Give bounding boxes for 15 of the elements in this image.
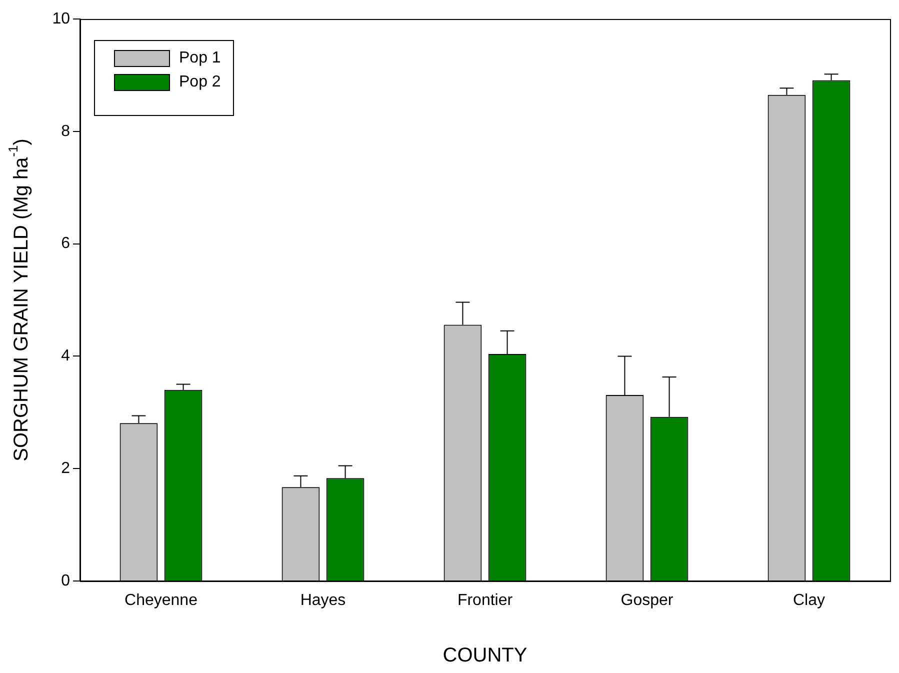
y-tick-label: 0 [61, 572, 70, 590]
y-tick-label: 10 [52, 10, 70, 28]
x-tick-label: Hayes [300, 592, 346, 610]
x-axis-title: COUNTY [442, 644, 528, 667]
y-tick-label: 4 [61, 348, 70, 365]
x-tick-label: Gosper [620, 592, 674, 610]
x-tick-label: Clay [792, 592, 826, 610]
legend-label: Pop 2 [179, 73, 221, 90]
y-axis-title: SORGHUM GRAIN YIELD (Mg ha-1) [6, 138, 33, 462]
x-tick-label: Frontier [457, 592, 514, 610]
y-tick-label: 8 [61, 122, 70, 140]
y-tick-label: 6 [61, 235, 70, 252]
legend-label: Pop 1 [179, 49, 221, 66]
x-tick-label: Cheyenne [124, 592, 198, 610]
y-tick-label: 2 [61, 460, 70, 478]
